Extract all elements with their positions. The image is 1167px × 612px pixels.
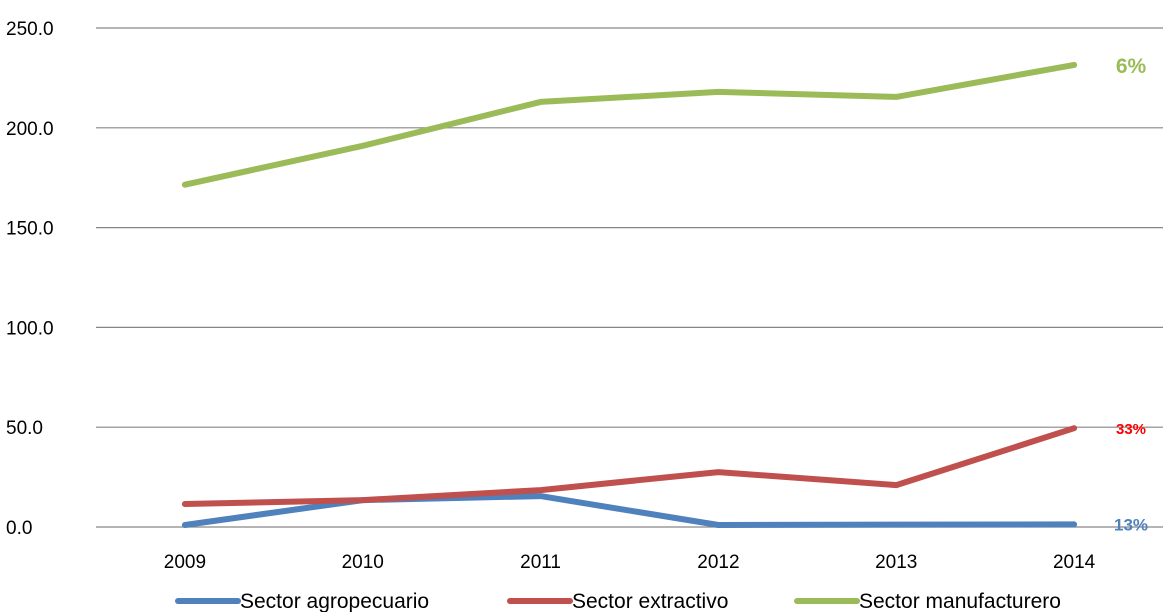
series-line (181, 493, 1078, 528)
series-end-label: 13% (1114, 515, 1148, 534)
x-tick-label: 2013 (875, 552, 917, 573)
y-tick-label: 50.0 (6, 418, 43, 439)
x-tick-label: 2014 (1053, 552, 1096, 573)
series-line (181, 425, 1078, 507)
end-labels: 13% 33% 6% (1114, 55, 1148, 534)
series-end-label: 6% (1116, 55, 1147, 78)
y-tick-label: 200.0 (6, 119, 54, 140)
y-tick-label: 0.0 (6, 518, 32, 539)
x-tick-label: 2012 (697, 552, 739, 573)
legend-label: Sector agropecuario (240, 590, 429, 612)
y-tick-label: 250.0 (6, 19, 54, 40)
series-line (181, 61, 1078, 188)
x-axis-ticks: 2009 2010 2011 2012 2013 2014 (164, 552, 1096, 573)
series-lines (181, 61, 1078, 528)
y-tick-label: 150.0 (6, 219, 54, 240)
y-axis-ticks: 0.0 50.0 100.0 150.0 200.0 250.0 (6, 19, 54, 539)
legend-label: Sector manufacturero (859, 590, 1061, 612)
legend: Sector agropecuario Sector extractivo Sect… (175, 590, 1061, 612)
x-tick-label: 2009 (164, 552, 206, 573)
legend-label: Sector extractivo (572, 590, 728, 612)
x-tick-label: 2011 (520, 552, 561, 573)
series-end-label: 33% (1116, 421, 1146, 438)
x-tick-label: 2010 (342, 552, 384, 573)
y-tick-label: 100.0 (6, 318, 54, 339)
